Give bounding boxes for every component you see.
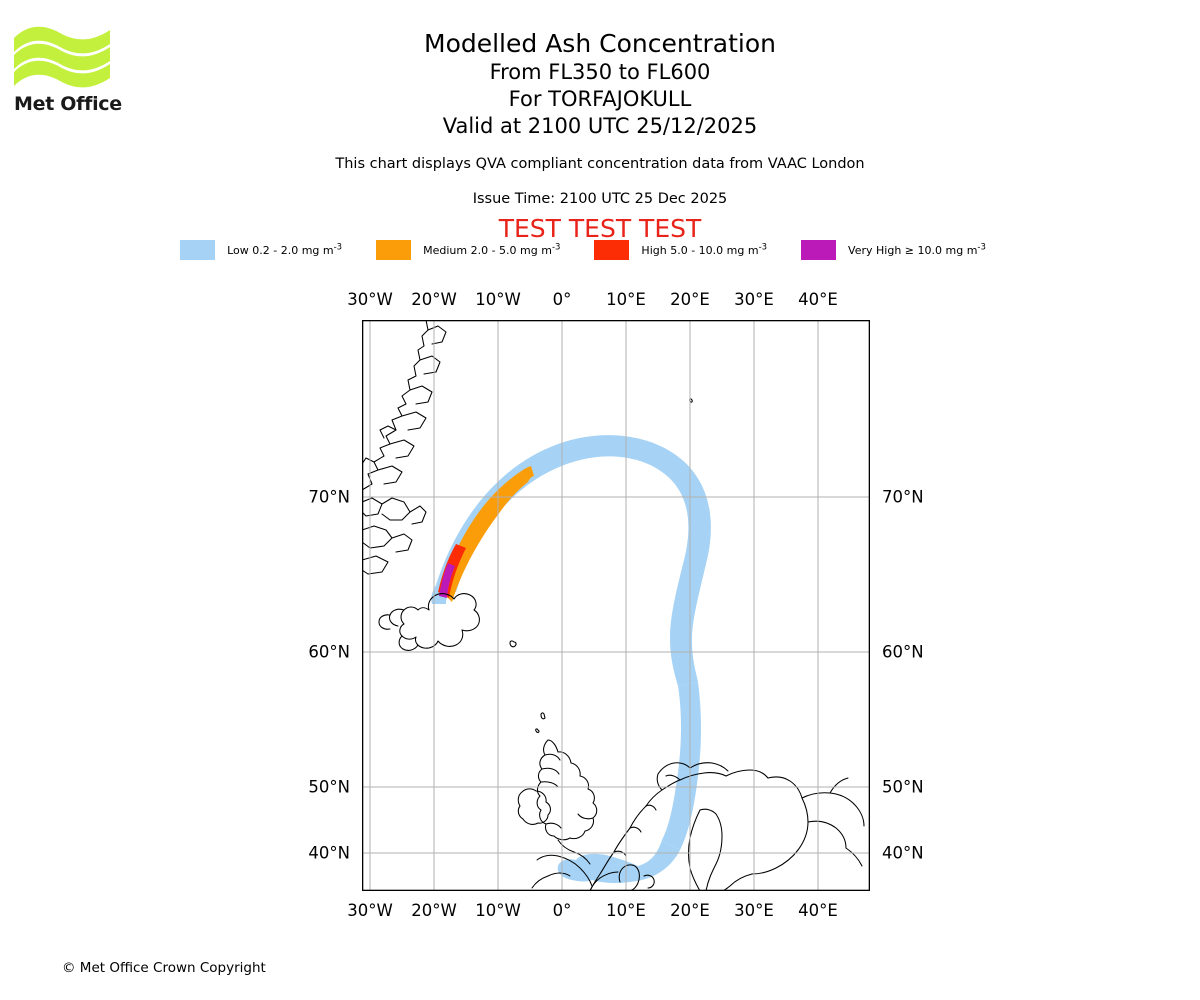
lon-label-bottom-20w: 20°W: [411, 901, 457, 920]
lon-label-top-20e: 20°E: [670, 290, 710, 309]
test-banner: TEST TEST TEST: [498, 214, 702, 243]
lat-label-left-60n: 60°N: [308, 642, 350, 662]
legend-label-medium: Medium 2.0 - 5.0 mg m-3: [423, 241, 561, 257]
met-office-logo-text: Met Office: [14, 93, 122, 115]
lon-label-bottom-10e: 10°E: [606, 901, 646, 920]
lon-label-bottom-0: 0°: [552, 901, 572, 920]
lon-label-top-10w: 10°W: [475, 290, 521, 309]
concentration-legend: Low 0.2 - 2.0 mg m-3 Medium 2.0 - 5.0 mg…: [0, 240, 1200, 260]
lon-label-bottom-30e: 30°E: [734, 901, 774, 920]
europe-borders: [531, 839, 593, 889]
lat-label-right-50n: 50°N: [882, 777, 924, 797]
met-office-wave-mark: [14, 26, 110, 88]
lat-label-right-40n: 40°N: [882, 843, 924, 863]
lat-label-right-70n: 70°N: [882, 487, 924, 507]
legend-label-very-high: Very High ≥ 10.0 mg m-3: [848, 241, 986, 257]
chart-title-block: Modelled Ash Concentration From FL350 to…: [0, 28, 1200, 140]
lat-label-left-50n: 50°N: [308, 777, 350, 797]
lon-label-top-10e: 10°E: [606, 290, 646, 309]
lon-label-top-40e: 40°E: [798, 290, 838, 309]
lon-label-bottom-40e: 40°E: [798, 901, 838, 920]
ash-plume-medium: [440, 466, 534, 602]
legend-swatch-high: [594, 240, 630, 260]
lat-label-left-40n: 40°N: [308, 843, 350, 863]
legend-swatch-low: [180, 240, 216, 260]
legend-swatch-medium: [376, 240, 412, 260]
lon-label-top-20w: 20°W: [411, 290, 457, 309]
legend-swatch-very-high: [801, 240, 837, 260]
lon-label-bottom-10w: 10°W: [475, 901, 521, 920]
compliance-note: This chart displays QVA compliant concen…: [335, 156, 865, 172]
volcano-name: For TORFAJOKULL: [508, 87, 692, 111]
legend-item-very-high: Very High ≥ 10.0 mg m-3: [801, 240, 1020, 260]
map-gridlines: [362, 320, 870, 891]
ash-plume-very-high: [439, 563, 455, 598]
flight-level-range: From FL350 to FL600: [489, 60, 711, 84]
ash-concentration-map: 30°W 20°W 10°W 0° 10°E 20°E 30°E 40°E 30…: [308, 290, 923, 920]
legend-item-low: Low 0.2 - 2.0 mg m-3: [180, 240, 376, 260]
legend-item-medium: Medium 2.0 - 5.0 mg m-3: [376, 240, 594, 260]
map-frame: [362, 320, 870, 891]
lon-label-top-30e: 30°E: [734, 290, 774, 309]
legend-label-low: Low 0.2 - 2.0 mg m-3: [227, 241, 343, 257]
met-office-logo: Met Office: [14, 22, 124, 117]
lon-label-top-30w: 30°W: [347, 290, 393, 309]
legend-label-high: High 5.0 - 10.0 mg m-3: [641, 241, 768, 257]
lon-label-bottom-30w: 30°W: [347, 901, 393, 920]
issue-time: Issue Time: 2100 UTC 25 Dec 2025: [472, 191, 728, 207]
legend-item-high: High 5.0 - 10.0 mg m-3: [594, 240, 801, 260]
valid-time: Valid at 2100 UTC 25/12/2025: [442, 114, 758, 138]
lat-label-right-60n: 60°N: [882, 642, 924, 662]
copyright-notice: © Met Office Crown Copyright: [62, 960, 266, 976]
lat-label-left-70n: 70°N: [308, 487, 350, 507]
map-background: [362, 320, 870, 891]
lon-label-bottom-20e: 20°E: [670, 901, 710, 920]
page-title: Modelled Ash Concentration: [424, 29, 776, 58]
lon-label-top-0: 0°: [552, 290, 572, 309]
